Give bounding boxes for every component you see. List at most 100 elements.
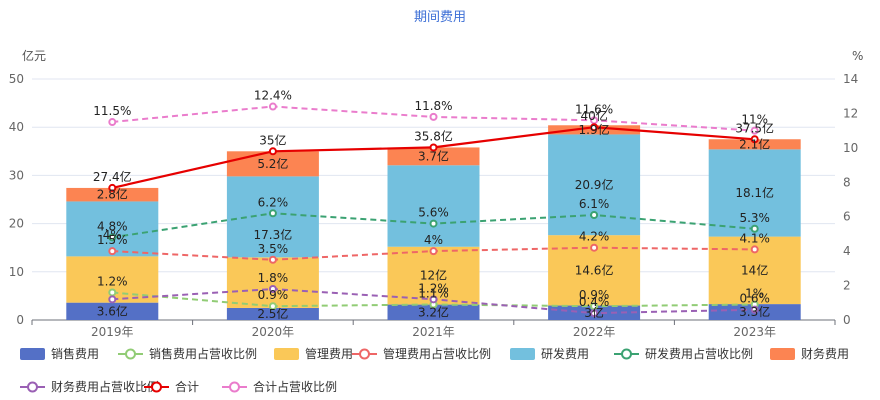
series-point (590, 243, 599, 252)
extra-value-label: 4% (103, 228, 122, 242)
legend-swatch (510, 348, 535, 360)
legend-swatch-marker (151, 381, 162, 393)
bar-value-label: 2.1亿 (739, 136, 770, 151)
bar-value-label: 3.7亿 (418, 148, 449, 163)
bar-segment (387, 147, 480, 166)
line-value-label: 5.6% (418, 206, 449, 220)
bar-segment (708, 149, 801, 237)
series-point (268, 302, 277, 311)
series-point (268, 285, 277, 294)
line-value-label: 1.1% (418, 287, 449, 301)
legend-item[interactable]: 销售费用 (20, 346, 99, 361)
legend-item[interactable]: 合计占营收比例 (222, 379, 337, 394)
line-value-label: 35.8亿 (414, 128, 453, 143)
line-value-label: 3.5% (258, 242, 289, 256)
series-point (429, 143, 438, 152)
legend-item[interactable]: 合计 (144, 379, 199, 394)
series-point (429, 112, 438, 121)
series-point (108, 233, 117, 242)
x-tick-label: 2020年 (252, 325, 295, 339)
y-tick-label: 20 (9, 217, 24, 231)
bar-value-label: 12亿 (420, 268, 447, 283)
legend-item[interactable]: 管理费用 (274, 346, 353, 361)
y2-tick-label: 6 (843, 210, 851, 224)
bar-segment (226, 257, 319, 308)
y2-tick-label: 2 (843, 279, 851, 293)
line-value-label: 1.2% (418, 281, 449, 295)
bar-value-label: 14.6亿 (575, 262, 614, 277)
line-value-label: 4.8% (97, 219, 128, 233)
legend-label: 管理费用 (305, 346, 353, 361)
y-tick-label: 50 (9, 72, 24, 86)
bar-segment (387, 304, 480, 320)
line-value-label: 35亿 (259, 132, 286, 147)
series-point (750, 245, 759, 254)
line-value-label: 1% (745, 287, 764, 301)
chart-title: 期间费用 (414, 10, 466, 25)
legend-label: 合计占营收比例 (253, 379, 337, 394)
x-tick-label: 2022年 (573, 325, 616, 339)
series-point (108, 247, 117, 256)
series-point (108, 288, 117, 297)
legend-label: 管理费用占营收比例 (383, 346, 491, 361)
series-point (429, 247, 438, 256)
y-tick-label: 30 (9, 168, 24, 182)
bar-value-label: 5.2亿 (257, 156, 288, 171)
legend-item[interactable]: 管理费用占营收比例 (352, 346, 491, 361)
legend-swatch-marker (359, 348, 370, 360)
series-point (268, 255, 277, 264)
line-value-label: 6.1% (579, 197, 610, 211)
series-point (590, 309, 599, 318)
bar-value-label: 2.8亿 (97, 187, 128, 202)
y2-tick-label: 8 (843, 175, 851, 189)
legend-label: 销售费用 (51, 346, 99, 361)
legend-swatch-marker (229, 381, 240, 393)
line-value-label: 1.5% (97, 233, 128, 247)
y-tick-label: 0 (16, 313, 24, 327)
bar-segment (387, 165, 480, 247)
line-value-label: 0.9% (579, 288, 610, 302)
series-point (108, 295, 117, 304)
line-value-label: 11.6% (575, 102, 613, 116)
legend-swatch (20, 348, 45, 360)
line-value-label: 40亿 (580, 108, 607, 123)
line-value-label: 37.5亿 (735, 120, 774, 135)
y-axis-title: 亿元 (22, 48, 46, 63)
line-value-label: 4% (424, 233, 443, 247)
series-point (750, 224, 759, 233)
bar-segment (708, 139, 801, 150)
series-point (268, 209, 277, 218)
x-tick-label: 2021年 (412, 325, 455, 339)
series-point (750, 135, 759, 144)
bar-value-label: 3.6亿 (97, 303, 128, 318)
bar-value-label: 2.5亿 (257, 306, 288, 321)
bar-segment (226, 307, 319, 320)
line-value-label: 6.2% (258, 195, 289, 209)
bar-value-label: 14亿 (741, 262, 768, 277)
series-point (108, 118, 117, 127)
series-point (108, 183, 117, 192)
legend-item[interactable]: 研发费用占营收比例 (614, 346, 753, 361)
bar-value-label: 3.3亿 (739, 304, 770, 319)
legend-label: 合计 (175, 379, 199, 394)
bar-segment (387, 246, 480, 305)
legend-item[interactable]: 销售费用占营收比例 (118, 346, 257, 361)
y2-tick-label: 14 (843, 72, 858, 86)
series-point (268, 102, 277, 111)
series-point (268, 147, 277, 156)
line-value-label: 5.3% (739, 211, 770, 225)
extra-value-label: 17.3亿 (254, 227, 293, 242)
legend-item[interactable]: 财务费用 (770, 346, 849, 361)
legend-label: 研发费用占营收比例 (645, 346, 753, 361)
legend-swatch-marker (27, 381, 38, 393)
y2-tick-label: 12 (843, 106, 858, 120)
line-value-label: 0.4% (579, 295, 610, 309)
legend-item[interactable]: 财务费用占营收比例 (20, 379, 159, 394)
legend-item[interactable]: 研发费用 (510, 346, 589, 361)
line-value-label: 11.5% (93, 104, 131, 118)
bar-segment (66, 302, 159, 320)
series-point (590, 210, 599, 219)
legend-label: 销售费用占营收比例 (149, 346, 257, 361)
line-value-label: 0.6% (739, 292, 770, 306)
